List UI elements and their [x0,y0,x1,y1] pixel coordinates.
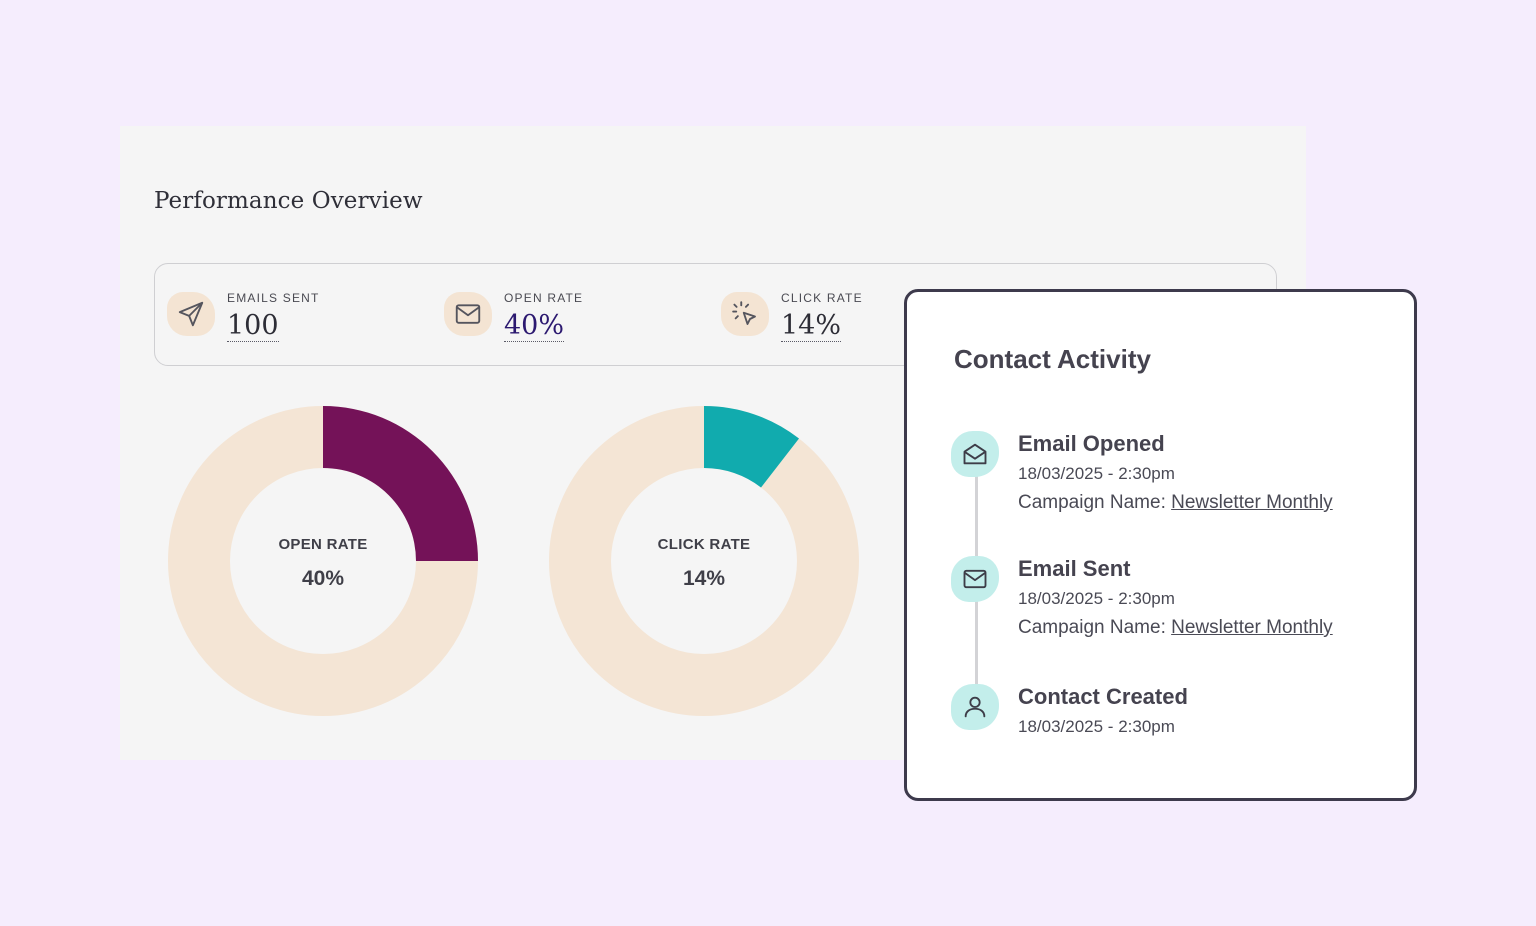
event-campaign: Campaign Name: Newsletter Monthly [1018,492,1333,514]
donut-label: CLICK RATE [657,536,751,553]
event-time: 18/03/2025 - 2:30pm [1018,717,1175,736]
donut-segment [704,406,800,488]
stat-label: EMAILS SENT [227,291,320,305]
donut-segment [323,406,478,561]
click-rate-donut: CLICK RATE 14% [548,405,860,717]
envelope-icon [951,556,999,602]
donut-label: OPEN RATE [278,536,368,553]
user-icon [951,684,999,730]
event-title: Email Opened [1018,431,1165,456]
donut-value: 40% [301,567,345,590]
envelope-icon [444,292,492,336]
stat-click-rate: CLICK RATE 14% [721,290,863,342]
stat-value[interactable]: 40% [504,310,565,342]
event-title: Contact Created [1018,684,1188,709]
donut-value: 14% [682,567,726,590]
campaign-link[interactable]: Newsletter Monthly [1171,617,1333,638]
panel-title: Performance Overview [154,188,423,214]
cursor-click-icon [721,292,769,336]
open-rate-donut: OPEN RATE 40% [167,405,479,717]
contact-activity-card: Contact Activity Email Opened 18/03/2025… [904,289,1417,801]
stat-open-rate: OPEN RATE 40% [444,290,583,342]
event-title: Email Sent [1018,556,1131,581]
event-campaign: Campaign Name: Newsletter Monthly [1018,617,1333,639]
campaign-label: Campaign Name: [1018,617,1166,638]
stat-emails-sent: EMAILS SENT 100 [167,290,320,342]
campaign-link[interactable]: Newsletter Monthly [1171,492,1333,513]
envelope-open-icon [951,431,999,477]
stat-label: OPEN RATE [504,291,584,305]
campaign-label: Campaign Name: [1018,492,1166,513]
card-title: Contact Activity [954,344,1151,374]
stat-value[interactable]: 14% [781,310,842,342]
event-time: 18/03/2025 - 2:30pm [1018,464,1175,483]
donut-track [549,406,859,716]
event-time: 18/03/2025 - 2:30pm [1018,589,1175,608]
stat-value[interactable]: 100 [227,310,279,342]
paper-plane-icon [167,292,215,336]
stat-label: CLICK RATE [781,291,863,305]
